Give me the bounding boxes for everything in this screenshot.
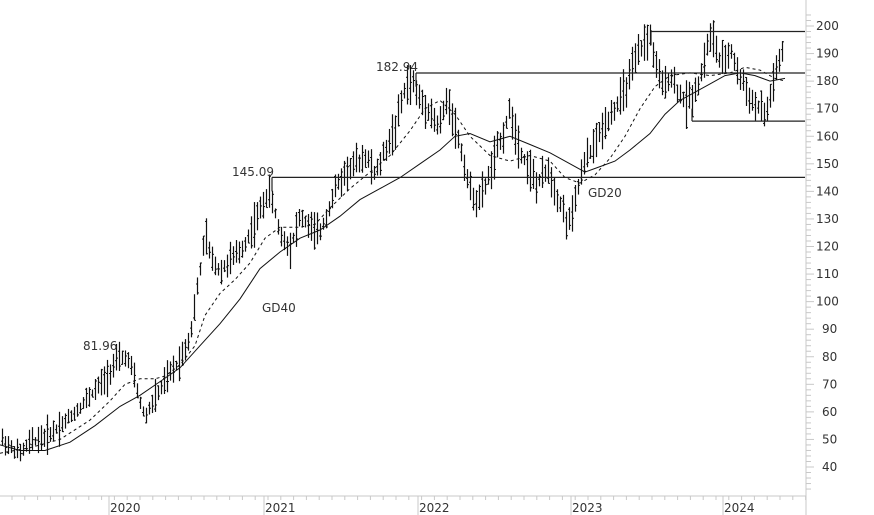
y-tick-label: 70 [822,377,837,391]
chart-annotation: GD20 [588,186,622,200]
y-tick-label: 90 [822,322,837,336]
y-tick-label: 60 [822,405,837,419]
y-tick-label: 150 [816,157,839,171]
plot-area [0,20,786,462]
y-tick-label: 170 [816,102,839,116]
chart-annotation: 81.96 [83,339,117,353]
y-axis: 40 50 60 70 80 90 100 110 120 130 140 150 160 170 180 1… [805,0,839,515]
gd40-line [0,72,786,451]
x-axis: 2020 2021 2022 2023 2024 [0,495,807,515]
x-tick-label: 2020 [110,501,141,515]
horizontal-levels [271,30,805,192]
x-tick-label: 2023 [572,501,603,515]
y-tick-label: 50 [822,432,837,446]
x-tick-label: 2022 [419,501,450,515]
y-tick-label: 130 [816,212,839,226]
y-tick-label: 200 [816,19,839,33]
y-tick-label: 180 [816,74,839,88]
y-tick-label: 100 [816,295,839,309]
y-tick-label: 40 [822,460,837,474]
y-tick-label: 110 [816,267,839,281]
x-tick-label: 2024 [724,501,755,515]
y-tick-label: 80 [822,350,837,364]
x-tick-label: 2021 [265,501,296,515]
y-tick-label: 160 [816,129,839,143]
y-tick-label: 190 [816,47,839,61]
chart-annotation: GD40 [262,301,296,315]
chart-annotation: 182.94 [376,60,418,74]
y-tick-label: 140 [816,184,839,198]
annotations: 81.96 145.09 182.94 GD40 GD20 [83,60,622,353]
chart-annotation: 145.09 [232,165,274,179]
y-tick-label: 120 [816,240,839,254]
